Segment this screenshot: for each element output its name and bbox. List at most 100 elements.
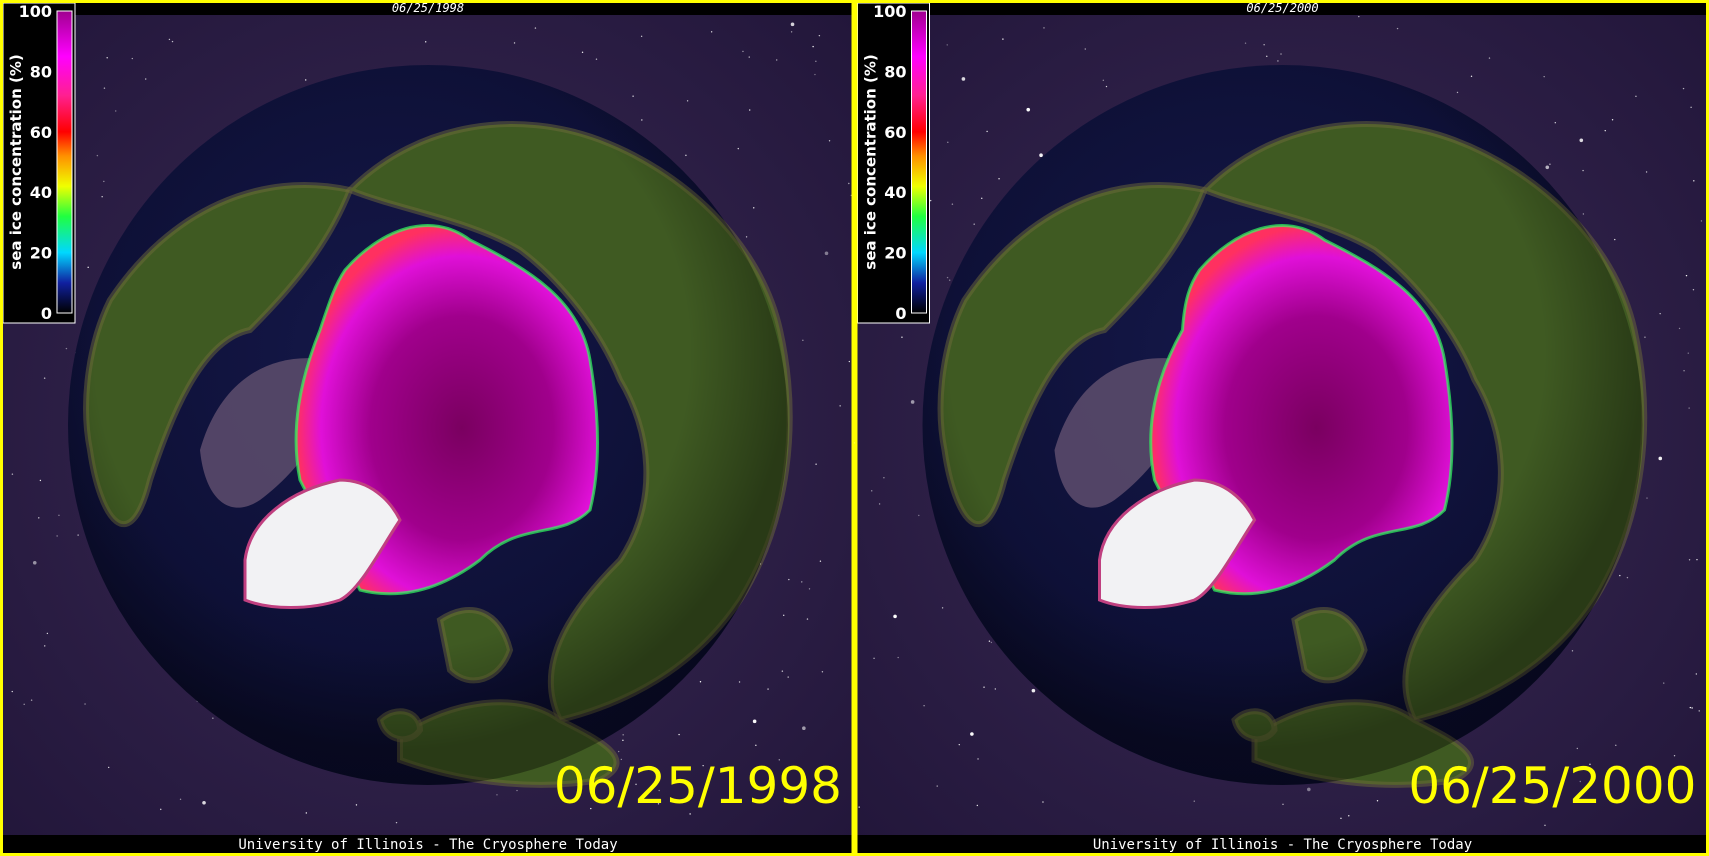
star — [1396, 27, 1399, 30]
star — [1659, 312, 1661, 315]
star — [818, 34, 821, 37]
star — [38, 517, 40, 519]
colorbar-tick-label: 80 — [884, 62, 906, 81]
star — [753, 207, 755, 209]
star — [657, 803, 660, 805]
star — [622, 739, 624, 741]
star — [781, 670, 784, 672]
star — [767, 688, 769, 690]
star — [749, 109, 751, 111]
footer-text: University of Illinois - The Cryosphere … — [238, 837, 617, 853]
panel-border — [854, 0, 1709, 856]
star — [737, 147, 739, 150]
star — [685, 154, 687, 157]
star — [976, 804, 979, 807]
star — [581, 51, 584, 54]
star — [513, 42, 516, 44]
colorbar-tick-label: 40 — [30, 183, 52, 202]
large-date: 06/25/2000 — [1408, 757, 1696, 815]
star — [1579, 780, 1581, 783]
star — [595, 58, 598, 60]
star — [1693, 180, 1695, 182]
star — [43, 377, 46, 379]
star — [946, 276, 949, 279]
star — [1673, 755, 1676, 757]
star — [790, 31, 793, 33]
star — [106, 57, 108, 59]
star — [1646, 497, 1648, 499]
colorbar-tick-label: 100 — [19, 2, 52, 21]
star — [941, 607, 944, 609]
star — [641, 119, 643, 121]
star — [1042, 801, 1044, 803]
star — [1002, 38, 1004, 40]
star — [821, 671, 824, 673]
star — [23, 703, 25, 706]
star — [46, 632, 49, 635]
colorbar-gradient — [911, 10, 927, 314]
star — [1582, 169, 1584, 172]
star — [65, 347, 68, 350]
star — [970, 732, 974, 736]
star — [11, 473, 14, 475]
star — [1611, 119, 1614, 121]
star — [1582, 213, 1585, 215]
star — [84, 703, 86, 705]
star — [977, 758, 979, 760]
colorbar-tick-label: 80 — [30, 62, 52, 81]
star — [355, 804, 358, 806]
star — [1554, 122, 1557, 124]
panel-border — [0, 0, 855, 856]
star — [39, 479, 42, 482]
star — [783, 614, 785, 616]
star — [778, 759, 781, 761]
star — [1470, 75, 1473, 77]
star — [1635, 95, 1637, 98]
star — [1579, 138, 1584, 143]
star — [1549, 163, 1551, 165]
star — [1544, 824, 1546, 827]
star — [622, 734, 624, 736]
star — [30, 699, 33, 701]
star — [160, 808, 162, 811]
star — [171, 40, 174, 43]
star — [305, 812, 308, 814]
star — [1658, 456, 1663, 461]
star — [873, 657, 875, 660]
star — [699, 681, 702, 683]
colorbar-tick-label: 60 — [884, 123, 906, 142]
star — [910, 400, 915, 404]
star — [1039, 153, 1043, 158]
star — [115, 110, 117, 112]
star — [1698, 710, 1700, 712]
star — [1692, 288, 1695, 291]
star — [1348, 815, 1350, 817]
star — [689, 813, 691, 815]
colorbar-tick-label: 20 — [884, 244, 906, 263]
star — [1695, 673, 1698, 675]
star — [752, 719, 757, 724]
star — [1026, 107, 1031, 112]
top-date: 06/25/1998 — [392, 1, 464, 15]
star — [1663, 682, 1665, 684]
star — [1576, 747, 1579, 750]
star — [994, 688, 997, 690]
colorbar-tick-label: 40 — [884, 183, 906, 202]
star — [883, 477, 885, 479]
star — [951, 203, 954, 205]
panel: 06/25/2000 University of Illinois - The C… — [853, 0, 1709, 856]
star — [787, 676, 789, 678]
colorbar-tick-label: 20 — [30, 244, 52, 263]
star — [973, 223, 975, 225]
footer-text: University of Illinois - The Cryosphere … — [1093, 837, 1472, 853]
star — [1644, 336, 1646, 338]
top-date: 06/25/2000 — [1246, 1, 1318, 15]
colorbar-gradient — [56, 10, 73, 314]
star — [1614, 238, 1616, 241]
star — [748, 56, 750, 58]
star — [202, 800, 206, 805]
colorbar-tick-label: 0 — [895, 304, 906, 323]
star — [828, 140, 831, 142]
star — [305, 79, 307, 81]
star — [103, 180, 105, 183]
